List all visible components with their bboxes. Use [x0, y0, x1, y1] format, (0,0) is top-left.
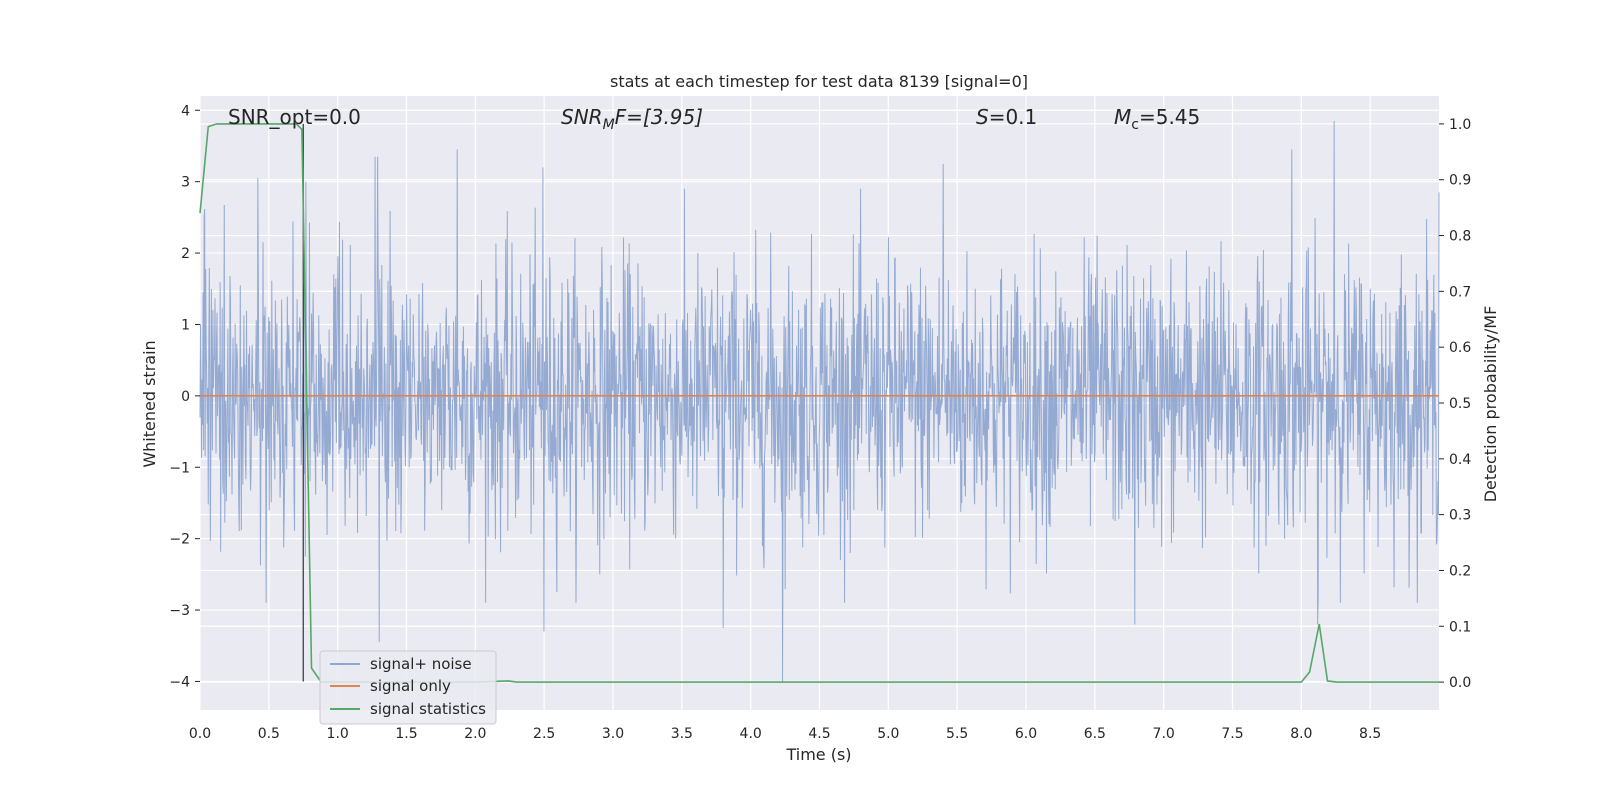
legend: signal+ noise signal only signal statist…	[319, 650, 497, 725]
tick-labels: 0.0 0.5 1.0 1.5 2.0 2.5 3.0 3.5 4.0 4.5 5.0 5.5 6.0 6…	[169, 103, 1471, 742]
y-tick-label: 4	[181, 103, 190, 119]
x-tick-label: 0.0	[189, 726, 211, 742]
y2-tick-label: 0.1	[1449, 619, 1471, 635]
y2-tick-label: 0.7	[1449, 284, 1471, 300]
annotation-s: S=0.1	[976, 105, 1037, 129]
y-tick-label: 0	[181, 389, 190, 405]
legend-label-signal-statistics: signal statistics	[370, 700, 486, 718]
x-tick-label: 1.5	[395, 726, 417, 742]
legend-label-signal-noise: signal+ noise	[370, 655, 472, 673]
x-tick-label: 7.5	[1221, 726, 1243, 742]
y2-tick-label: 0.9	[1449, 173, 1471, 189]
x-axis-label: Time (s)	[785, 745, 851, 764]
x-tick-label: 6.5	[1084, 726, 1106, 742]
x-tick-label: 3.0	[602, 726, 624, 742]
legend-label-signal-only: signal only	[370, 677, 451, 695]
noise-trace	[199, 120, 1440, 682]
x-tick-label: 0.5	[258, 726, 280, 742]
x-tick-label: 5.0	[877, 726, 899, 742]
annotation-mc: Mc=5.45	[1114, 105, 1200, 133]
y2-tick-label: 0.6	[1449, 340, 1471, 356]
x-tick-label: 6.0	[1015, 726, 1037, 742]
y2-tick-label: 0.3	[1449, 508, 1471, 524]
x-tick-label: 3.5	[671, 726, 693, 742]
y2-tick-label: 0.5	[1449, 396, 1471, 412]
x-tick-label: 4.0	[740, 726, 762, 742]
x-tick-label: 7.0	[1153, 726, 1175, 742]
y-tick-label: −2	[169, 532, 190, 548]
annotation-snr-opt: SNR_opt=0.0	[228, 105, 361, 129]
annotation-snr-mf: SNRMF=[3.95]	[561, 105, 703, 133]
y2-tick-label: 0.4	[1449, 452, 1471, 468]
y-tick-label: −1	[169, 460, 190, 476]
x-tick-label: 1.0	[327, 726, 349, 742]
y-tick-label: −4	[169, 674, 190, 690]
y2-tick-label: 0.8	[1449, 229, 1471, 245]
series-signal-noise	[199, 120, 1440, 682]
x-tick-label: 2.5	[533, 726, 555, 742]
x-tick-label: 4.5	[808, 726, 830, 742]
x-tick-label: 8.5	[1359, 726, 1381, 742]
x-tick-label: 5.5	[946, 726, 968, 742]
chart-title: stats at each timestep for test data 813…	[610, 72, 1028, 91]
y-tick-label: 2	[181, 246, 190, 262]
y-tick-label: 3	[181, 175, 190, 191]
y-tick-label: −3	[169, 603, 190, 619]
y2-axis-label: Detection probability/MF	[1481, 306, 1500, 503]
y2-tick-label: 0.2	[1449, 563, 1471, 579]
y2-tick-label: 0.0	[1449, 675, 1471, 691]
y-tick-label: 1	[181, 317, 190, 333]
x-tick-label: 2.0	[464, 726, 486, 742]
y-axis-label: Whitened strain	[140, 340, 159, 467]
y2-tick-label: 1.0	[1449, 117, 1471, 133]
legend-box	[319, 650, 497, 725]
x-tick-label: 8.0	[1290, 726, 1312, 742]
